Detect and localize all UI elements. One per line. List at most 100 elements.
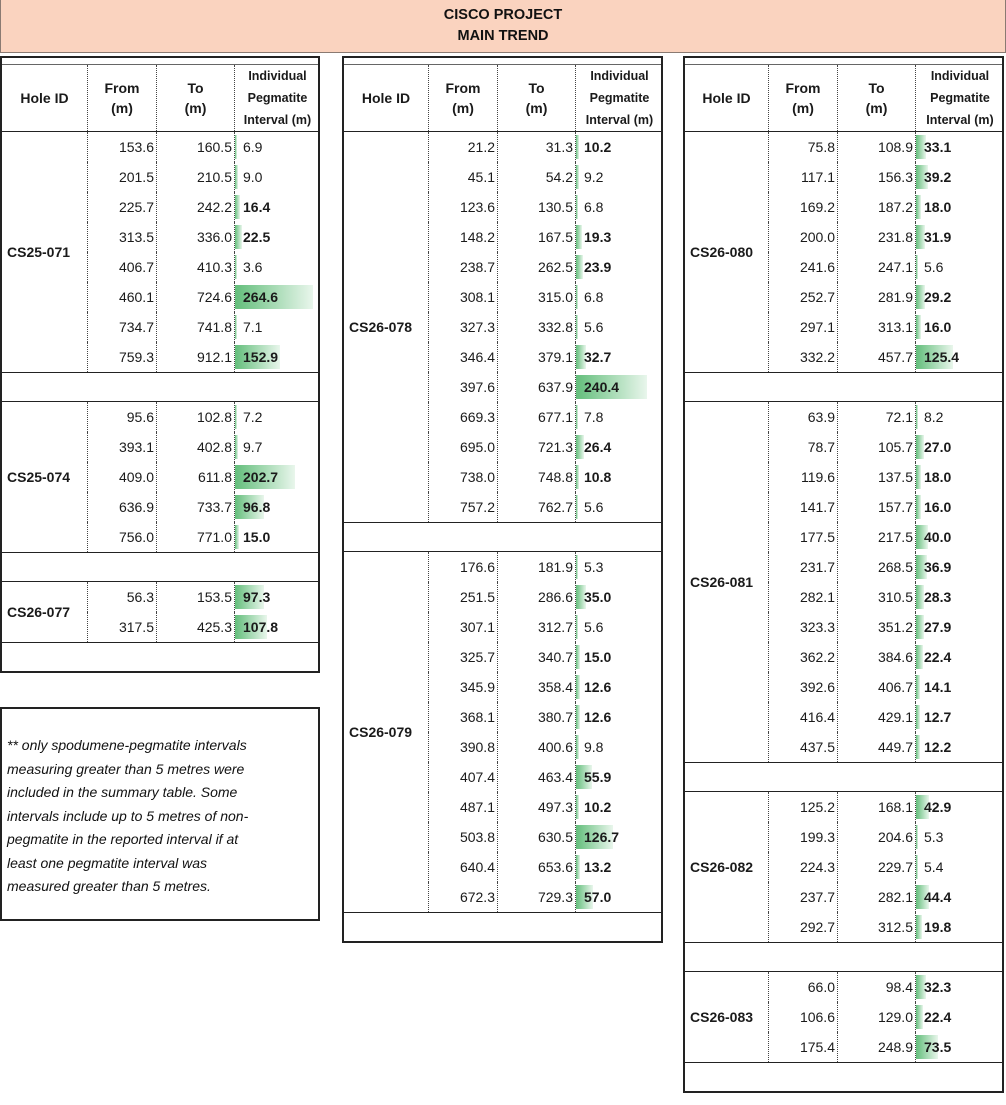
interval-data-bar: [576, 135, 579, 159]
from-cell: 200.0: [769, 222, 838, 252]
from-cell: 56.3: [88, 582, 157, 612]
interval-data-bar: [916, 285, 925, 309]
to-cell: 167.5: [498, 222, 576, 252]
table-row: 313.5 336.0 22.5: [2, 222, 318, 252]
hole-id-column: [344, 162, 429, 192]
to-cell: 762.7: [498, 492, 576, 522]
interval-data-bar: [916, 735, 920, 759]
to-cell: 153.5: [157, 582, 235, 612]
hole-id-column: [2, 312, 88, 342]
from-cell: 317.5: [88, 612, 157, 642]
hole-id-cell: CS25-071: [7, 244, 71, 260]
table-row: 308.1 315.0 6.8: [344, 282, 661, 312]
interval-value: 12.6: [584, 679, 612, 695]
to-cell: 102.8: [157, 402, 235, 432]
from-cell: 323.3: [769, 612, 838, 642]
table-row: 63.9 72.1 8.2: [685, 402, 1002, 432]
interval-data-bar: [576, 555, 578, 579]
from-cell: 407.4: [429, 762, 498, 792]
interval-data-bar: [576, 165, 579, 189]
interval-cell: 15.0: [235, 522, 320, 552]
from-cell: 237.7: [769, 882, 838, 912]
interval-data-bar: [916, 345, 953, 369]
interval-data-bar: [235, 225, 242, 249]
from-cell: 503.8: [429, 822, 498, 852]
table-row: 292.7 312.5 19.8: [685, 912, 1002, 942]
from-cell: 327.3: [429, 312, 498, 342]
from-cell: 332.2: [769, 342, 838, 372]
interval-cell: 19.8: [916, 912, 1004, 942]
from-cell: 307.1: [429, 612, 498, 642]
interval-cell: 13.2: [576, 852, 663, 882]
from-cell: 325.7: [429, 642, 498, 672]
interval-cell: 6.9: [235, 132, 320, 162]
footnote-line: ** only spodumene-pegmatite intervals: [7, 737, 247, 753]
hole-id-column: [2, 282, 88, 312]
hole-id-column: [344, 282, 429, 312]
hole-id-column: [685, 432, 769, 462]
interval-data-bar: [916, 405, 919, 429]
hole-id-column: [685, 912, 769, 942]
table-row: 393.1 402.8 9.7: [2, 432, 318, 462]
from-cell: 695.0: [429, 432, 498, 462]
to-cell: 379.1: [498, 342, 576, 372]
interval-value: 42.9: [924, 799, 952, 815]
interval-cell: 10.8: [576, 462, 663, 492]
to-cell: 286.6: [498, 582, 576, 612]
to-cell: 310.5: [838, 582, 916, 612]
hole-id-cell: CS26-079: [349, 724, 413, 740]
hole-id-column: [685, 612, 769, 642]
interval-value: 6.8: [584, 199, 604, 215]
interval-cell: 152.9: [235, 342, 320, 372]
hole-group: CS26-081 63.9 72.1 8.2 78.7 105.7 27.0 119.6 137…: [685, 402, 1002, 763]
interval-data-bar: [916, 975, 926, 999]
table-row: 251.5 286.6 35.0: [344, 582, 661, 612]
hole-id-column: [2, 402, 88, 432]
interval-cell: 9.7: [235, 432, 320, 462]
to-cell: 315.0: [498, 282, 576, 312]
interval-value: 29.2: [924, 289, 952, 305]
to-cell: 741.8: [157, 312, 235, 342]
hole-id-column: [344, 582, 429, 612]
hole-id-cell: CS26-078: [349, 319, 413, 335]
table-row: 252.7 281.9 29.2: [685, 282, 1002, 312]
interval-data-bar: [576, 405, 579, 429]
interval-cell: 22.4: [916, 1002, 1004, 1032]
hole-id-column: [344, 372, 429, 402]
interval-cell: 5.6: [576, 312, 663, 342]
to-cell: 313.1: [838, 312, 916, 342]
interval-cell: 10.2: [576, 792, 663, 822]
footnote-line: measuring greater than 5 metres were: [7, 760, 245, 777]
interval-value: 5.6: [584, 319, 604, 335]
interval-value: 5.3: [584, 559, 604, 575]
footnote-line: included in the summary table. Some: [7, 784, 238, 800]
hole-id-column: [685, 522, 769, 552]
interval-value: 39.2: [924, 169, 952, 185]
interval-data-bar: [235, 615, 267, 639]
from-cell: 390.8: [429, 732, 498, 762]
from-cell: 636.9: [88, 492, 157, 522]
interval-data-bar: [916, 315, 921, 339]
interval-cell: 15.0: [576, 642, 663, 672]
interval-value: 19.3: [584, 229, 612, 245]
to-cell: 282.1: [838, 882, 916, 912]
interval-value: 73.5: [924, 1039, 952, 1055]
hole-id-column: [2, 492, 88, 522]
from-cell: 392.6: [769, 672, 838, 702]
from-cell: 416.4: [769, 702, 838, 732]
interval-cell: 9.0: [235, 162, 320, 192]
from-cell: 125.2: [769, 792, 838, 822]
interval-value: 12.7: [924, 709, 952, 725]
interval-cell: 18.0: [916, 192, 1004, 222]
hole-id-column: [2, 462, 88, 492]
hole-id-column: [685, 282, 769, 312]
interval-value: 26.4: [584, 439, 612, 455]
group-spacer: [685, 943, 1002, 972]
from-cell: 224.3: [769, 852, 838, 882]
interval-value: 55.9: [584, 769, 612, 785]
from-cell: 238.7: [429, 252, 498, 282]
interval-data-bar: [576, 825, 614, 849]
from-cell: 66.0: [769, 972, 838, 1002]
hole-id-cell: CS25-074: [7, 469, 71, 485]
interval-cell: 32.7: [576, 342, 663, 372]
